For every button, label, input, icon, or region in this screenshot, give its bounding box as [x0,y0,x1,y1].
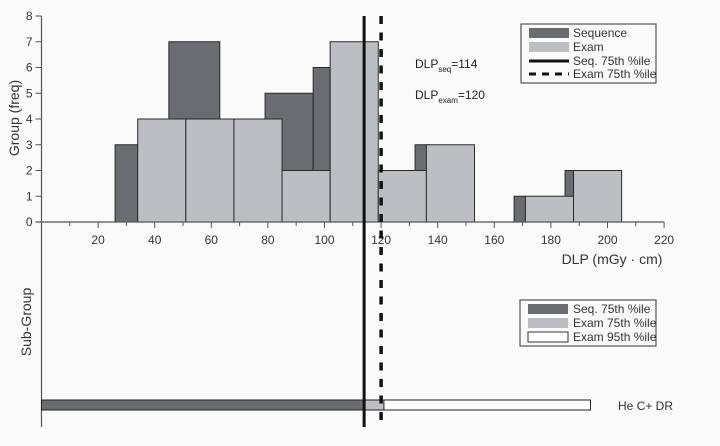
y-tick-label: 1 [26,189,33,203]
legend-label-exam-95-bottom: Exam 95th %ile [573,330,657,344]
y-tick-label: 5 [26,86,33,100]
legend-label-sequence: Sequence [573,26,627,40]
y-tick-label: 4 [26,112,33,126]
histogram-bar-exam [573,170,623,223]
histogram-bar-sequence [513,195,526,223]
legend-top: Sequence Exam Seq. 75th %ile Exam 75th %… [520,23,657,84]
x-tick-label: 120 [371,233,391,247]
histogram-bar-exam [425,144,475,223]
legend-swatch-exam-75 [528,318,568,328]
legend-swatch-exam [529,42,569,52]
legend-swatch-seq-75 [528,304,568,314]
x-tick-label: 40 [148,233,162,247]
y-tick-label: 7 [26,35,33,49]
x-tick-label: 100 [314,233,334,247]
y-tick-label: 3 [26,138,33,152]
x-tick-label: 80 [261,233,275,247]
reference-lines [362,16,383,427]
histogram-bars [114,41,623,223]
annotation-dlp-seq: DLPseq=114 [415,57,478,74]
x-tick-label: 160 [484,233,504,247]
histogram-bar-exam [329,41,379,223]
subgroup-label: He C+ DR [618,399,673,413]
y-tick-label: 0 [26,215,33,229]
legend-label-seq-75: Seq. 75th %ile [573,54,651,68]
legend-label-exam: Exam [573,40,604,54]
legend-label-exam-75-bottom: Exam 75th %ile [573,316,657,330]
y-tick-label: 8 [26,9,33,23]
y-tick-label: 6 [26,61,33,75]
x-tick-label: 140 [428,233,448,247]
subgroup-bar [41,399,592,411]
histogram-bar-sequence [114,144,139,223]
annotation-dlp-exam: DLPexam=120 [415,88,485,105]
y-tick-label: 2 [26,164,33,178]
histogram-bar-exam [233,118,283,223]
legend-swatch-sequence [529,28,569,38]
x-axis-title: DLP (mGy · cm) [562,251,663,267]
histogram-bar-exam [281,170,331,223]
legend-label-seq-75-bottom: Seq. 75th %ile [573,302,651,316]
y-axis-title-bottom: Sub-Group [18,288,34,357]
y-axis-title-top: Group (freq) [6,80,22,156]
histogram-bar-exam [137,118,187,223]
axis-ticks: 0 1 2 3 4 5 6 7 8 20 40 60 80 100 120 140 160 180 200 220 [26,9,675,247]
x-tick-label: 20 [91,233,105,247]
x-tick-label: 180 [541,233,561,247]
x-tick-label: 200 [597,233,617,247]
x-tick-label: 220 [654,233,674,247]
bar-seq-75 [41,399,365,411]
legend-swatch-exam-95 [527,331,569,343]
histogram-bar-exam [524,195,575,223]
legend-bottom: Seq. 75th %ile Exam 75th %ile Exam 95th … [519,299,657,347]
histogram-bar-exam [185,118,235,223]
legend-label-exam-75: Exam 75th %ile [573,67,657,81]
x-tick-label: 60 [205,233,219,247]
histogram-bar-exam [377,170,427,223]
